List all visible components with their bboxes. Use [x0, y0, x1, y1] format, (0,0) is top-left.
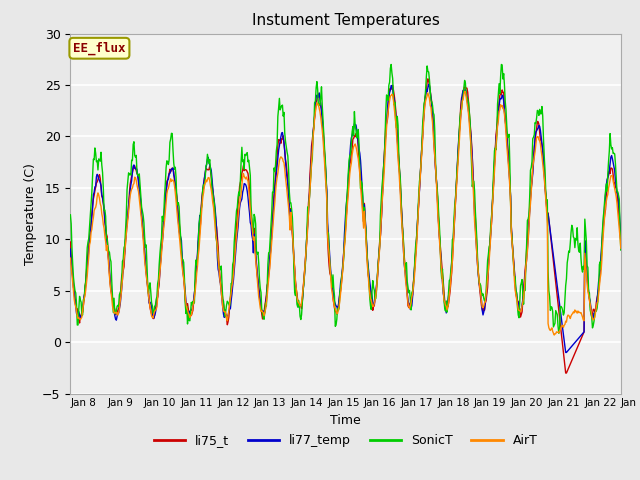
Title: Instument Temperatures: Instument Temperatures	[252, 13, 440, 28]
X-axis label: Time: Time	[330, 414, 361, 427]
Y-axis label: Temperature (C): Temperature (C)	[24, 163, 36, 264]
Legend: li75_t, li77_temp, SonicT, AirT: li75_t, li77_temp, SonicT, AirT	[148, 429, 543, 452]
Text: EE_flux: EE_flux	[73, 42, 125, 55]
